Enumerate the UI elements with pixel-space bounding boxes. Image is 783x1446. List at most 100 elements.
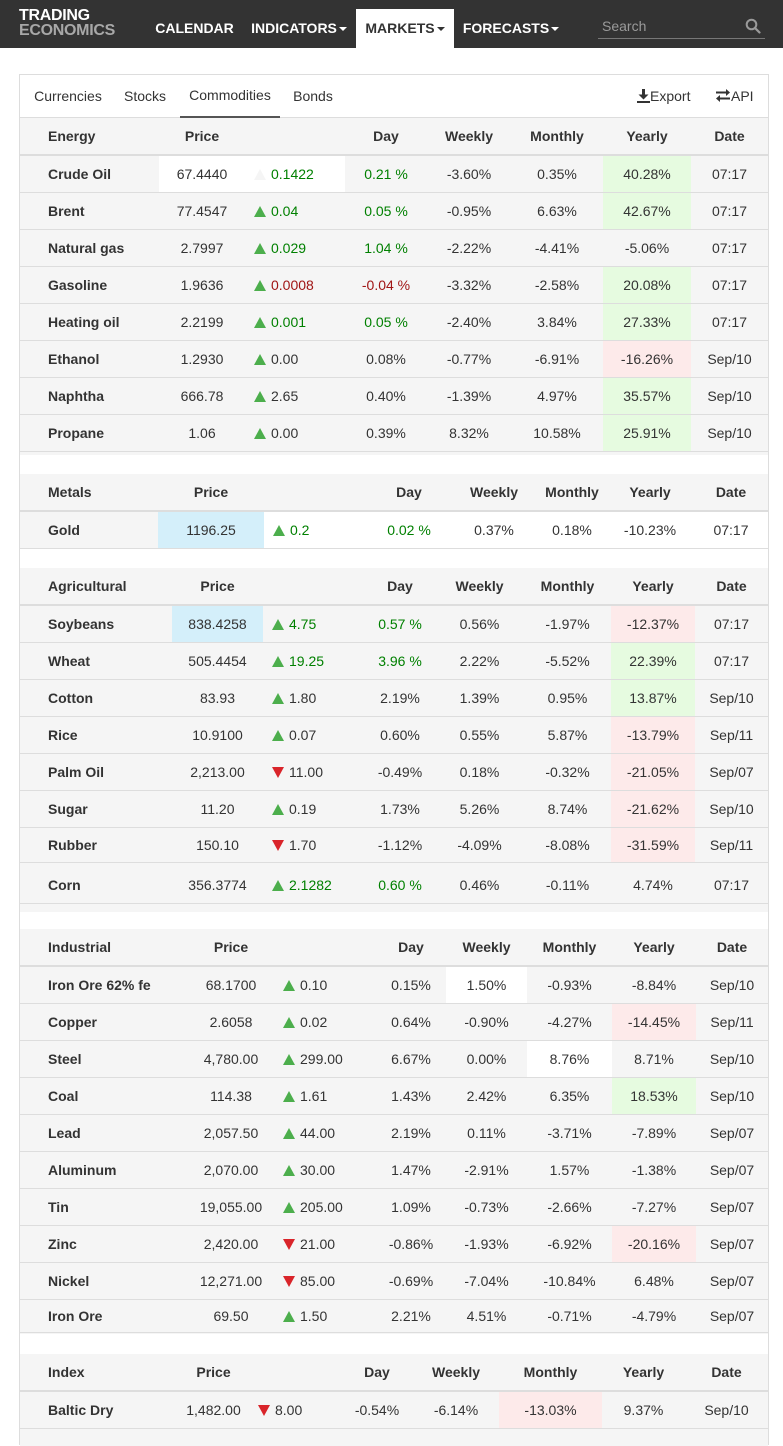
nav-calendar[interactable]: CALENDAR [147,9,242,48]
table-row[interactable]: Palm Oil 2,213.00 11.00 -0.49% 0.18% -0.32% -2… [20,754,768,791]
commodity-name[interactable]: Palm Oil [48,754,172,790]
commodity-name[interactable]: Iron Ore 62% fe [48,967,188,1003]
change-value: 205.00 [274,1189,376,1225]
table-row[interactable]: Rubber 150.10 1.70 -1.12% -4.09% -8.08% -31.59… [20,828,768,863]
commodity-name-text: Copper [48,1014,97,1030]
nav-indicators[interactable]: INDICATORS [243,9,355,48]
commodity-name[interactable]: Rice [48,717,172,753]
day-change: -1.12% [365,828,435,862]
commodity-name[interactable]: Copper [48,1004,188,1040]
change-value: 0.00 [245,341,345,377]
change-text: 0.07 [289,727,317,743]
monthly-change-text: 3.84% [537,314,577,330]
yearly-change-text: -31.59% [626,837,680,853]
tab-currencies[interactable]: Currencies [34,88,102,104]
header-yearly-text: Yearly [626,128,668,144]
price-value-text: 19,055.00 [199,1199,263,1215]
commodity-name[interactable]: Propane [48,415,158,451]
table-row[interactable]: Steel 4,780.00 299.00 6.67% 0.00% 8.76% 8.71% S… [20,1041,768,1078]
commodity-name[interactable]: Ethanol [48,341,158,377]
nav-indicators-label: INDICATORS [251,20,337,36]
yearly-change: -13.79% [611,717,695,753]
export-button[interactable]: Export [637,75,690,118]
table-row[interactable]: Coal 114.38 1.61 1.43% 2.42% 6.35% 18.53% Sep/1… [20,1078,768,1115]
nav-forecasts[interactable]: FORECASTS [455,9,567,48]
table-row[interactable]: Brent 77.4547 0.04 0.05 % -0.95% 6.63% 42.67% 0… [20,193,768,230]
tab-commodities[interactable]: Commodities [180,75,280,118]
table-row[interactable]: Ethanol 1.2930 0.00 0.08% -0.77% -6.91% -16.26… [20,341,768,378]
table-row[interactable]: Heating oil 2.2199 0.001 0.05 % -2.40% 3.84% 2… [20,304,768,341]
table-row[interactable]: Crude Oil 67.4440 0.1422 0.21 % -3.60% 0.35% 4… [20,156,768,193]
table-row[interactable]: Sugar 11.20 0.19 1.73% 5.26% 8.74% -21.62% Sep/… [20,791,768,828]
logo[interactable]: TRADING ECONOMICS [19,8,139,39]
table-row[interactable]: Naphtha 666.78 2.65 0.40% -1.39% 4.97% 35.57% S… [20,378,768,415]
table-row[interactable]: Soybeans 838.4258 4.75 0.57 % 0.56% -1.97% -12… [20,606,768,643]
table-row[interactable]: Gasoline 1.9636 0.0008 -0.04 % -3.32% -2.58% 2… [20,267,768,304]
yearly-change-text: -13.79% [626,727,680,743]
triangle-up-icon [254,168,266,180]
search-input[interactable] [598,15,738,37]
table-row[interactable]: Iron Ore 62% fe 68.1700 0.10 0.15% 1.50% -0.9… [20,967,768,1004]
table-row[interactable]: Corn 356.3774 2.1282 0.60 % 0.46% -0.11% 4.74%… [20,867,768,904]
table-row[interactable]: Baltic Dry 1,482.00 8.00 -0.54% -6.14% -13.03… [20,1392,768,1429]
table-row[interactable]: Aluminum 2,070.00 30.00 1.47% -2.91% 1.57% -1.… [20,1152,768,1189]
table-row[interactable]: Tin 19,055.00 205.00 1.09% -0.73% -2.66% -7.27… [20,1189,768,1226]
commodity-name[interactable]: Corn [48,867,172,903]
nav-markets[interactable]: MARKETS [356,9,454,48]
commodity-name[interactable]: Aluminum [48,1152,188,1188]
commodity-name[interactable]: Steel [48,1041,188,1077]
commodity-name[interactable]: Brent [48,193,158,229]
commodity-name[interactable]: Cotton [48,680,172,716]
commodity-name[interactable]: Sugar [48,791,172,827]
monthly-change: -4.41% [511,230,603,266]
change-value: 11.00 [263,754,365,790]
table-row[interactable]: Natural gas 2.7997 0.029 1.04 % -2.22% -4.41%… [20,230,768,267]
commodity-name[interactable]: Nickel [48,1263,188,1299]
api-button[interactable]: API [715,75,754,118]
table-row[interactable]: Nickel 12,271.00 85.00 -0.69% -7.04% -10.84% 6… [20,1263,768,1300]
commodity-name[interactable]: Coal [48,1078,188,1114]
day-change-text: 1.09% [391,1199,431,1215]
commodity-name[interactable]: Tin [48,1189,188,1225]
commodity-name[interactable]: Baltic Dry [48,1392,178,1428]
commodity-name[interactable]: Zinc [48,1226,188,1262]
commodity-name[interactable]: Natural gas [48,230,158,266]
table-row[interactable]: Propane 1.06 0.00 0.39% 8.32% 10.58% 25.91% Sep… [20,415,768,452]
table-row[interactable]: Lead 2,057.50 44.00 2.19% 0.11% -3.71% -7.89% S… [20,1115,768,1152]
table-row[interactable]: Iron Ore 69.50 1.50 2.21% 4.51% -0.71% -4.79% S… [20,1300,768,1333]
table-row[interactable]: Cotton 83.93 1.80 2.19% 1.39% 0.95% 13.87% Sep/… [20,680,768,717]
day-change-text: 0.02 % [387,522,431,538]
header-day: Day [345,118,427,154]
commodity-name-text: Tin [48,1199,69,1215]
commodity-name[interactable]: Crude Oil [48,156,158,192]
tab-stocks[interactable]: Stocks [123,88,166,104]
commodity-name[interactable]: Soybeans [48,606,172,642]
search-icon[interactable] [745,18,761,34]
yearly-change: -1.38% [612,1152,696,1188]
commodity-name[interactable]: Heating oil [48,304,158,340]
commodity-name[interactable]: Wheat [48,643,172,679]
day-change: 0.21 % [345,156,427,192]
commodity-name[interactable]: Naphtha [48,378,158,414]
date-value-text: Sep/11 [710,1014,754,1030]
yearly-change-text: -5.06% [624,240,670,256]
header-yearly: Yearly [611,568,695,604]
commodity-name-text: Naphtha [48,388,104,404]
commodity-name[interactable]: Gold [48,512,158,548]
triangle-up-icon [283,1053,295,1065]
price-value-text: 83.93 [199,690,236,706]
table-row[interactable]: Copper 2.6058 0.02 0.64% -0.90% -4.27% -14.45%… [20,1004,768,1041]
table-row[interactable]: Rice 10.9100 0.07 0.60% 0.55% 5.87% -13.79% Sep… [20,717,768,754]
commodity-name[interactable]: Gasoline [48,267,158,303]
price-value-text: 67.4440 [176,166,228,182]
commodity-name[interactable]: Iron Ore [48,1300,188,1332]
table-row[interactable]: Zinc 2,420.00 21.00 -0.86% -1.93% -6.92% -20.1… [20,1226,768,1263]
change-text: 4.75 [289,616,317,632]
table-row[interactable]: Gold 1196.25 0.2 0.02 % 0.37% 0.18% -10.23% 07:… [20,512,768,549]
tab-bonds[interactable]: Bonds [293,88,333,104]
commodity-name[interactable]: Lead [48,1115,188,1151]
table-row[interactable]: Wheat 505.4454 19.25 3.96 % 2.22% -5.52% 22.39… [20,643,768,680]
commodity-name[interactable]: Rubber [48,828,172,862]
monthly-change: 0.95% [524,680,611,716]
triangle-up-icon [272,692,284,704]
